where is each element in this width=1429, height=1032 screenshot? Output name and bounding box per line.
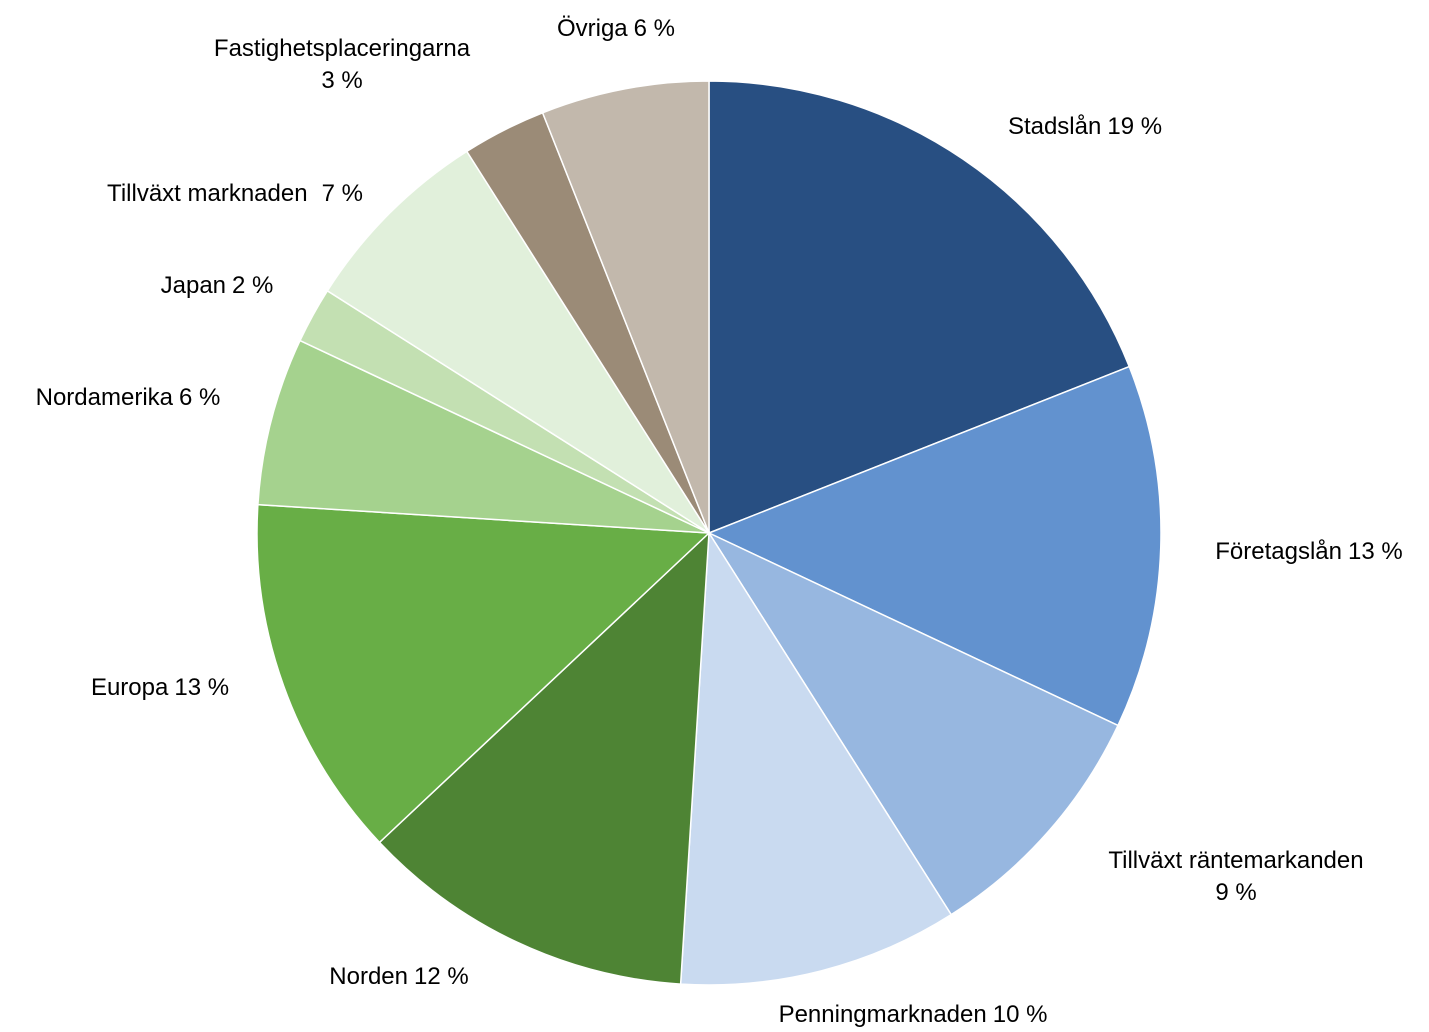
slice-value: 7 % — [322, 180, 363, 207]
slice-name: Stadslån — [1008, 113, 1101, 140]
slice-value: 6 % — [634, 15, 675, 42]
slice-value: 3 % — [321, 67, 362, 94]
slice-value: 12 % — [414, 963, 469, 990]
pie-slice — [679, 530, 953, 986]
pie-slice — [378, 531, 710, 985]
slice-value: 10 % — [993, 1001, 1048, 1028]
slice-label: Stadslån 19 % — [1008, 113, 1162, 140]
slice-label: Penningmarknaden 10 % — [779, 1001, 1048, 1028]
slice-value: 2 % — [232, 272, 273, 299]
slice-name: Japan — [161, 272, 226, 299]
slice-label: Övriga 6 % — [557, 15, 675, 42]
slice-label: Tillväxt marknaden 7 % — [107, 180, 363, 207]
slice-label: Norden 12 % — [329, 963, 468, 990]
slice-name: Tillväxt marknaden — [107, 180, 308, 207]
slice-value: 13 % — [1348, 538, 1403, 565]
slice-value: 6 % — [179, 384, 220, 411]
pie-slice — [541, 80, 710, 534]
slice-name: Tillväxt räntemarkanden — [1108, 847, 1363, 874]
pie-slice — [326, 150, 710, 534]
pie-slice — [708, 80, 1131, 535]
slice-name: Norden — [329, 963, 408, 990]
pie-slice — [707, 365, 1162, 727]
slice-label: Företagslån 13 % — [1215, 538, 1402, 565]
slice-name: Fastighetsplaceringarna — [214, 35, 471, 62]
slice-name: Företagslån — [1215, 538, 1342, 565]
pie-slice — [257, 339, 710, 534]
slice-value: 9 % — [1215, 879, 1256, 906]
slice-name: Penningmarknaden — [779, 1001, 987, 1028]
slice-label: Japan 2 % — [161, 272, 274, 299]
slice-name: Övriga — [557, 15, 628, 42]
slice-name: Europa — [91, 674, 169, 701]
slice-value: 19 % — [1107, 113, 1162, 140]
slice-name: Nordamerika — [36, 384, 174, 411]
pie-slice — [706, 531, 1119, 916]
slice-label: Tillväxt räntemarkanden 9 % — [1108, 847, 1363, 906]
pie-slice — [256, 503, 711, 844]
slice-label: Fastighetsplaceringarna 3 % — [214, 35, 471, 94]
slice-value: 13 % — [174, 674, 229, 701]
slice-label: Europa 13 % — [91, 674, 229, 701]
slice-label: Nordamerika 6 % — [36, 384, 221, 411]
